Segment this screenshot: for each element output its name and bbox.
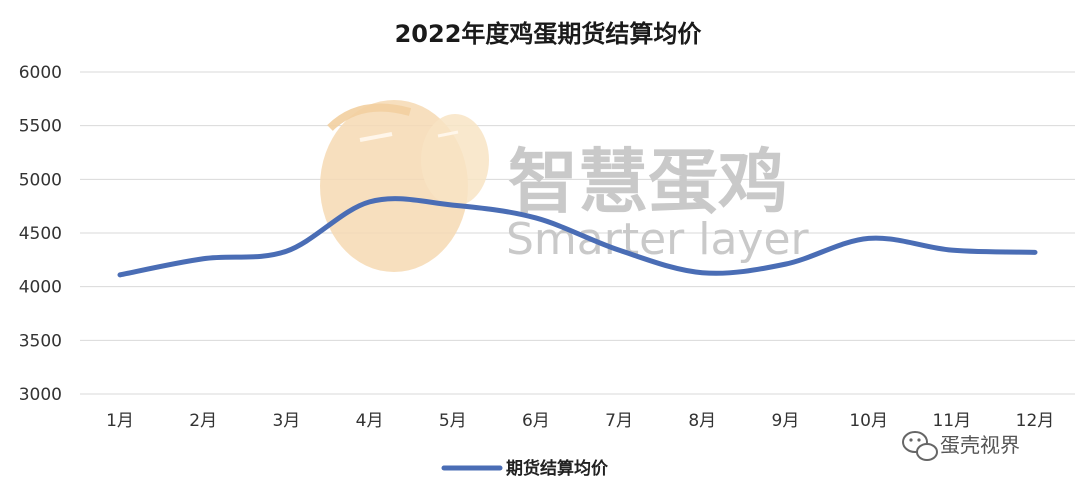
x-tick-label: 12月 <box>1016 411 1055 431</box>
x-tick-label: 9月 <box>772 411 800 431</box>
x-tick-label: 8月 <box>688 411 716 431</box>
y-tick-label: 5500 <box>19 117 62 137</box>
chart-title: 2022年度鸡蛋期货结算均价 <box>395 20 703 48</box>
series-layer <box>117 196 1038 278</box>
grid <box>80 71 1075 395</box>
corner-badge-text: 蛋壳视界 <box>940 433 1020 457</box>
y-axis-ticks: 3000 3500 4000 4500 5000 5500 6000 <box>19 63 62 405</box>
y-tick-label: 4500 <box>19 224 62 244</box>
x-tick-label: 10月 <box>849 411 888 431</box>
series-line <box>117 196 1038 278</box>
x-axis-ticks: 1月 2月 3月 4月 5月 6月 7月 8月 9月 10月 11月 12月 <box>106 411 1054 431</box>
corner-badge: 蛋壳视界 <box>902 431 1020 461</box>
x-tick-label: 2月 <box>189 411 217 431</box>
x-tick-label: 1月 <box>106 411 134 431</box>
wechat-icon <box>902 431 938 461</box>
legend: 期货结算均价 <box>441 458 609 479</box>
y-tick-label: 3000 <box>19 385 62 405</box>
x-tick-label: 11月 <box>932 411 971 431</box>
x-tick-label: 3月 <box>272 411 300 431</box>
legend-label: 期货结算均价 <box>506 458 609 479</box>
x-tick-label: 7月 <box>605 411 633 431</box>
x-tick-label: 5月 <box>439 411 467 431</box>
y-tick-label: 5000 <box>19 170 62 190</box>
watermark-text-cn: 智慧蛋鸡 <box>508 141 788 223</box>
x-tick-label: 4月 <box>356 411 384 431</box>
y-tick-label: 4000 <box>19 278 62 298</box>
x-tick-label: 6月 <box>522 411 550 431</box>
y-tick-label: 6000 <box>19 63 62 83</box>
watermark-logo <box>320 100 489 272</box>
y-tick-label: 3500 <box>19 331 62 351</box>
